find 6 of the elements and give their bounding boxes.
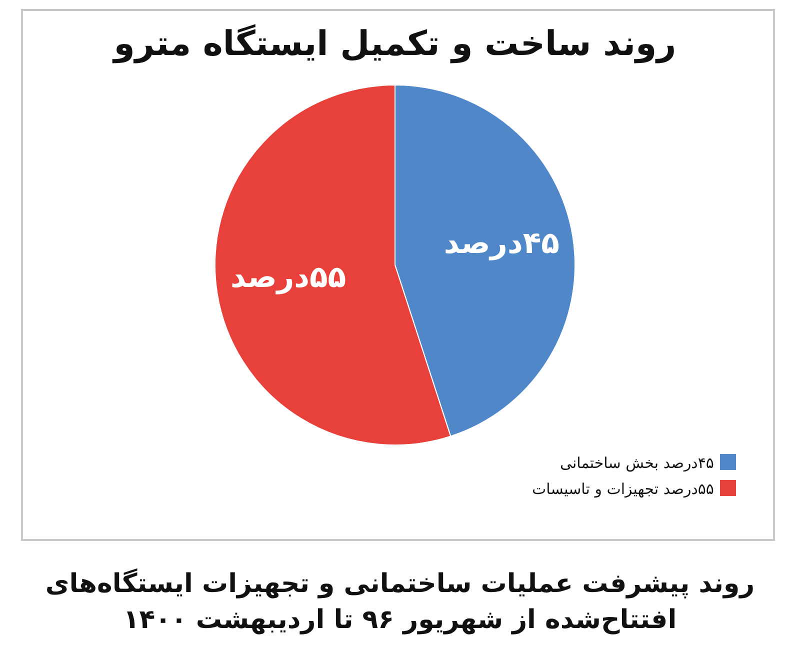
text: روند پیشرفت عملیات ساختمانی و تجهیزات ایستگاه‌های افتتاح‌شده از شهریور ۹۶ تا اردیبهشت ۱۴۰۰ <box>45 568 755 635</box>
chart-title: روند ساخت و تکمیل ایستگاه مترو <box>112 24 676 64</box>
legend-label: ۵۵درصد تجهیزات و تاسیسات <box>532 480 714 498</box>
legend-label: ۴۵درصد بخش ساختمانی <box>560 454 714 472</box>
data-label: ۴۵درصد <box>444 226 560 262</box>
data-label: ۵۵درصد <box>230 260 346 295</box>
